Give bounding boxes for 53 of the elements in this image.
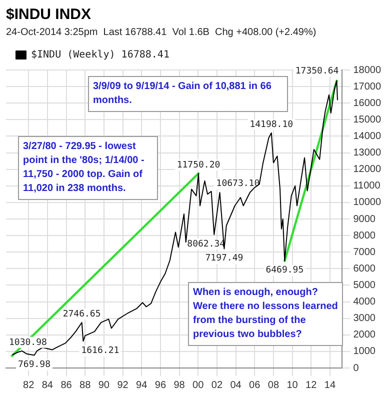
y-tick-label: 5000 (353, 280, 376, 291)
y-tick-label: 16000 (353, 98, 382, 109)
x-tick-label: 10 (286, 380, 298, 391)
y-tick-label: 6000 (353, 263, 376, 274)
x-tick-label: 00 (192, 380, 204, 391)
annotation: 11750.20 (176, 160, 220, 170)
x-tick-label: 88 (80, 380, 92, 391)
annotation: 6469.95 (266, 266, 304, 276)
y-tick-label: 1000 (353, 346, 376, 358)
annotation: 8062.34 (187, 239, 226, 250)
y-tick-label: 0 (353, 362, 360, 374)
annotation: 7197.49 (205, 254, 244, 264)
x-tick-label: 06 (249, 380, 261, 391)
x-tick-label: 82 (23, 380, 35, 391)
y-tick-label: 17000 (353, 81, 382, 92)
x-tick-label: 14 (324, 380, 336, 391)
annotation: 17350.64 (295, 66, 339, 77)
y-tick-label: 10000 (353, 197, 382, 208)
annotation: 10673.10 (216, 179, 260, 190)
y-tick-label: 2000 (353, 330, 376, 341)
y-tick-label: 13000 (353, 148, 382, 159)
annotation: 3/9/09 to 9/19/14 - Gain of 10,881 in 66 months. (88, 76, 288, 112)
y-tick-label: 7000 (353, 246, 376, 258)
y-tick-label: 8000 (353, 230, 376, 242)
y-tick-label: 12000 (353, 164, 382, 176)
x-tick-label: 92 (117, 380, 129, 391)
x-tick-label: 84 (42, 380, 54, 391)
y-tick-label: 14000 (353, 130, 382, 142)
annotation: 2746.65 (62, 309, 101, 320)
annotation: 3/27/80 - 729.95 - lowest point in the '80s; 1/14/00 - 11,750 - 2000 top. Gain of 11,020 in 238 months. (18, 136, 158, 200)
y-tick-label: 3000 (353, 313, 376, 324)
x-tick-label: 86 (60, 380, 72, 391)
x-tick-label: 02 (211, 380, 223, 391)
annotation: When is enough, enough? Were there no lessons learned from the bursting of the previous two bubbles? (188, 282, 343, 346)
annotation: 14198.10 (250, 120, 294, 130)
x-tick-label: 94 (136, 380, 148, 391)
x-tick-label: 04 (230, 380, 242, 391)
legend-label: $INDU (Weekly) 16788.41 (31, 50, 170, 61)
x-tick-label: 98 (174, 380, 186, 391)
y-tick-label: 15000 (353, 114, 382, 126)
y-tick-label: 11000 (353, 180, 381, 192)
annotation: 1030.98 (9, 338, 47, 348)
x-tick-label: 08 (268, 380, 280, 391)
annotation: 1616.21 (81, 346, 120, 356)
x-tick-label: 90 (98, 380, 110, 391)
y-tick-label: 18000 (353, 64, 382, 76)
y-tick-label: 9000 (353, 214, 376, 225)
y-tick-label: 4000 (353, 296, 376, 308)
chart-title: $INDU INDX (6, 6, 92, 24)
annotation: 769.98 (18, 360, 51, 370)
chart-subtitle: 24-Oct-2014 3:25pm Last 16788.41 Vol 1.6B Chg +408.00 (+2.49%) (6, 26, 316, 38)
x-tick-label: 12 (306, 380, 318, 391)
x-tick-label: 96 (154, 380, 166, 391)
